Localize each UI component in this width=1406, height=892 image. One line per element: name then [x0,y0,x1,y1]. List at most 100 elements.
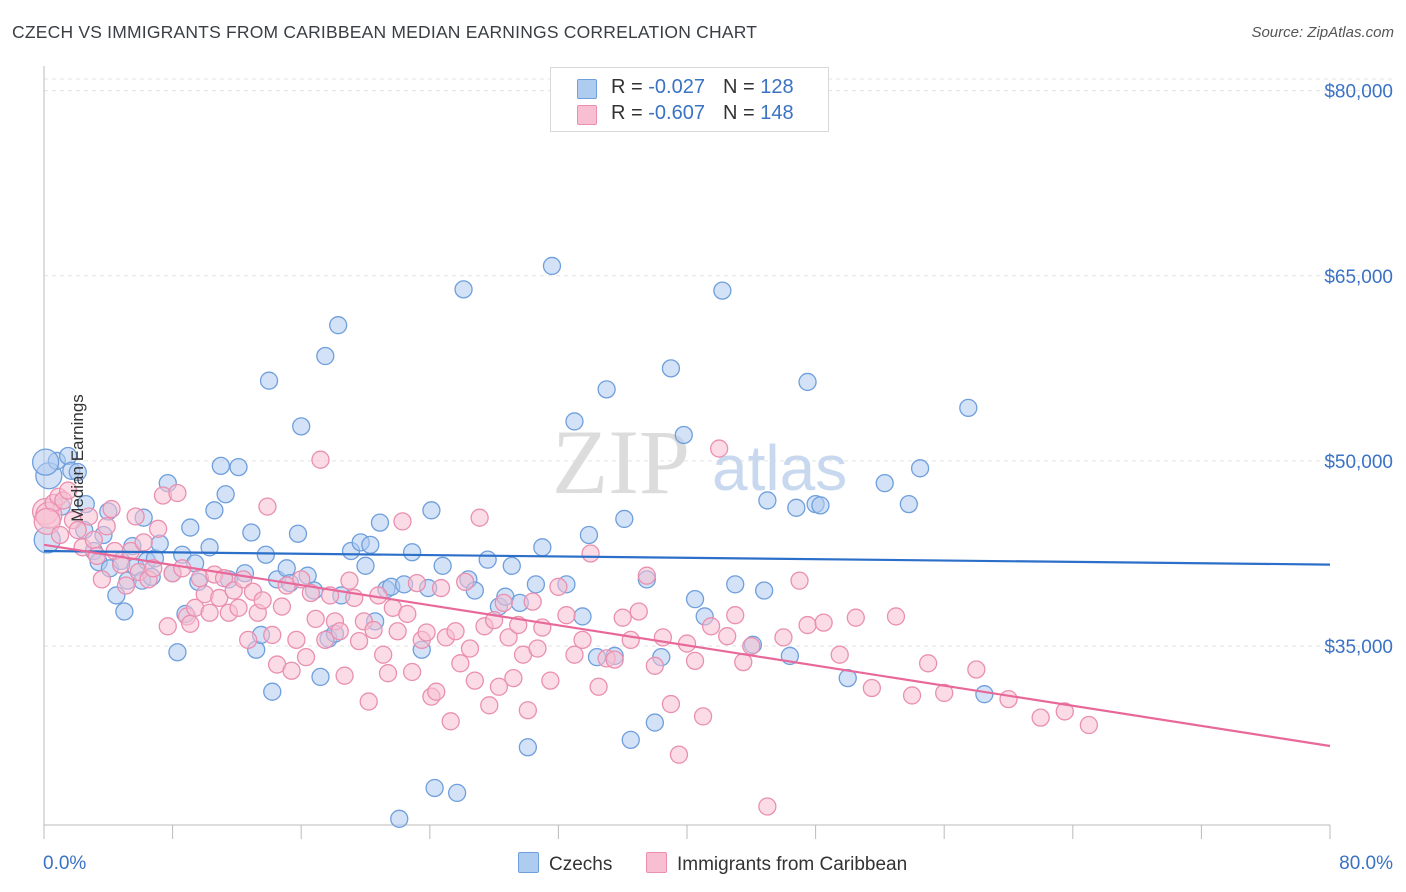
legend-n-label: N = [722,76,761,98]
caribbean-point [144,559,163,578]
y-tick-label: $65,000 [1324,267,1393,288]
caribbean-point [967,660,986,679]
axes [43,66,1331,839]
caribbean-point [918,654,938,673]
tick-labels: $80,000 $65,000 $50,000 $35,000 0.0% 80.0% [43,82,1393,874]
czech-point [256,545,275,564]
caribbean-point [33,507,61,536]
caribbean-point [790,571,809,590]
caribbean-point [311,450,330,469]
watermark-atlas: atlas [712,432,847,504]
caribbean-point [58,481,78,500]
caribbean-point [229,598,248,617]
caribbean-point [629,602,648,621]
caribbean-point [335,666,354,685]
czech-point [811,496,830,515]
czech-point [447,783,467,803]
caribbean-point [92,570,112,589]
legend-r-value: -0.607 [648,102,705,124]
caribbean-point [549,577,568,596]
caribbean-point [470,508,489,527]
czech-point [726,575,745,594]
caribbean-point [465,671,484,690]
czech-point [621,730,640,749]
caribbean-point [685,651,705,671]
caribbean-point [710,439,729,458]
czech-point [216,485,235,504]
czech-point [615,509,634,529]
czech-point [478,550,497,569]
caribbean-point [693,707,713,726]
caribbean-point [565,645,584,664]
caribbean-point [148,519,168,538]
caribbean-point [645,656,664,675]
chart-title: CZECH VS IMMIGRANTS FROM CARIBBEAN MEDIA… [12,22,758,42]
caribbean-point [504,668,523,688]
caribbean-point [253,591,272,610]
czech-point [402,543,422,562]
caribbean-point [605,650,624,669]
bottom-legend-caribbean: Immigrants from Caribbean [646,852,907,878]
czech-point [597,380,616,399]
legend-swatch-blue [577,79,597,99]
caribbean-point [134,533,153,552]
czech-point [533,538,552,557]
caribbean-point [541,671,560,690]
caribbean-point [398,604,417,624]
caribbean-trend-line [43,543,1331,748]
legend-r-label: R = [611,76,649,98]
watermark: ZIP atlas [552,411,847,513]
czech-point [975,685,994,704]
caribbean-point [200,603,219,622]
czech-point [755,581,774,600]
legend-n-label: N = [722,102,761,124]
czech-point [579,525,599,545]
caribbean-point [239,630,258,650]
caribbean-point [50,525,70,545]
czech-point [390,809,409,828]
caribbean-point [330,622,349,641]
caribbean-point [661,694,681,714]
czech-point [181,518,200,537]
caribbean-point [460,639,480,658]
caribbean-point [494,593,513,613]
caribbean-point [718,627,737,646]
czech-point [292,417,311,436]
caribbean-point [287,630,306,650]
caribbean-point [431,578,451,598]
caribbean-point [282,661,301,680]
x-tick-label-left: 0.0% [43,853,86,874]
czech-point [454,280,473,299]
caribbean-point [296,648,316,667]
caribbean-point [742,636,761,656]
czech-point [899,494,918,514]
caribbean-point [581,544,600,563]
source-label: Source: ZipAtlas.com [1251,24,1394,41]
caribbean-point [272,597,292,616]
czech-point [798,372,817,392]
czech-point [422,501,441,520]
bottom-swatch-blue [518,852,539,873]
caribbean-point [306,609,325,629]
caribbean-point [1055,702,1074,721]
caribbean-point [489,677,509,696]
czech-point [311,667,330,687]
caribbean-point [1079,715,1099,735]
legend-swatch-pink [577,105,597,125]
caribbean-point [210,588,229,608]
czech-point [361,535,380,554]
legend: R = -0.027 N = 128 R = -0.607 N = 148 [550,67,829,132]
caribbean-point [359,692,378,711]
czech-point [526,575,546,594]
czech-point [425,778,444,798]
czech-point [115,602,134,621]
czech-point [502,556,521,575]
czech-point [200,538,219,557]
caribbean-point [669,745,689,764]
czech-point [316,346,335,366]
caribbean-point [830,645,849,664]
caribbean-point [557,606,576,625]
x-tick-label-right: 80.0% [1339,853,1393,874]
czech-point [242,523,261,542]
caribbean-point [814,613,833,632]
